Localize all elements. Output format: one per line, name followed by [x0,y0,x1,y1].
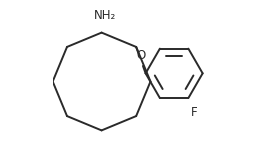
Text: NH₂: NH₂ [94,9,116,22]
Text: O: O [136,49,146,62]
Text: F: F [191,106,197,119]
